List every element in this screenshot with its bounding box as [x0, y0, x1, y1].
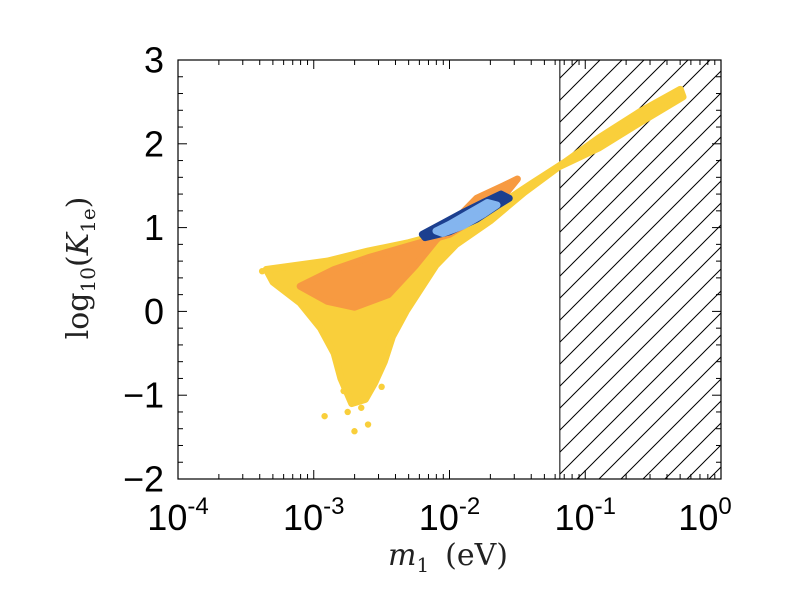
- x-tick-label: 10-1: [555, 493, 616, 538]
- scatter-point: [351, 428, 358, 435]
- excluded-region-hatch: [559, 60, 721, 479]
- x-tick-label: 10-4: [147, 493, 208, 538]
- y-tick-label: −1: [123, 375, 164, 416]
- y-tick-label: −2: [123, 459, 164, 500]
- plot-area: [258, 60, 721, 479]
- y-tick-label: 2: [144, 123, 164, 164]
- y-tick-label: 3: [144, 40, 164, 81]
- y-tick-labels: 3 2 1 0 −1 −2: [123, 40, 164, 500]
- series-region-light-blue-region: [432, 198, 501, 237]
- series-layer: [258, 85, 687, 435]
- scatter-point: [340, 387, 347, 395]
- series-region-orange-region: [296, 175, 521, 311]
- scatter-point: [344, 408, 351, 416]
- y-tick-label: 0: [144, 291, 164, 332]
- y-tick-label: 1: [144, 207, 164, 248]
- scatter-point: [364, 421, 372, 428]
- ticks-layer: [177, 59, 722, 480]
- scatter-point: [378, 383, 385, 391]
- x-tick-labels: 10-4 10-3 10-2 10-1 100: [147, 493, 731, 538]
- x-tick-label: 100: [678, 493, 731, 538]
- scatter-point: [258, 267, 266, 275]
- y-axis-label: log10(K1e): [61, 197, 100, 340]
- scatter-point: [321, 412, 328, 420]
- x-axis-label: m1 (eV): [388, 538, 508, 577]
- x-tick-label: 10-3: [283, 493, 344, 538]
- scatter-point: [358, 404, 365, 411]
- x-tick-label: 10-2: [419, 493, 480, 538]
